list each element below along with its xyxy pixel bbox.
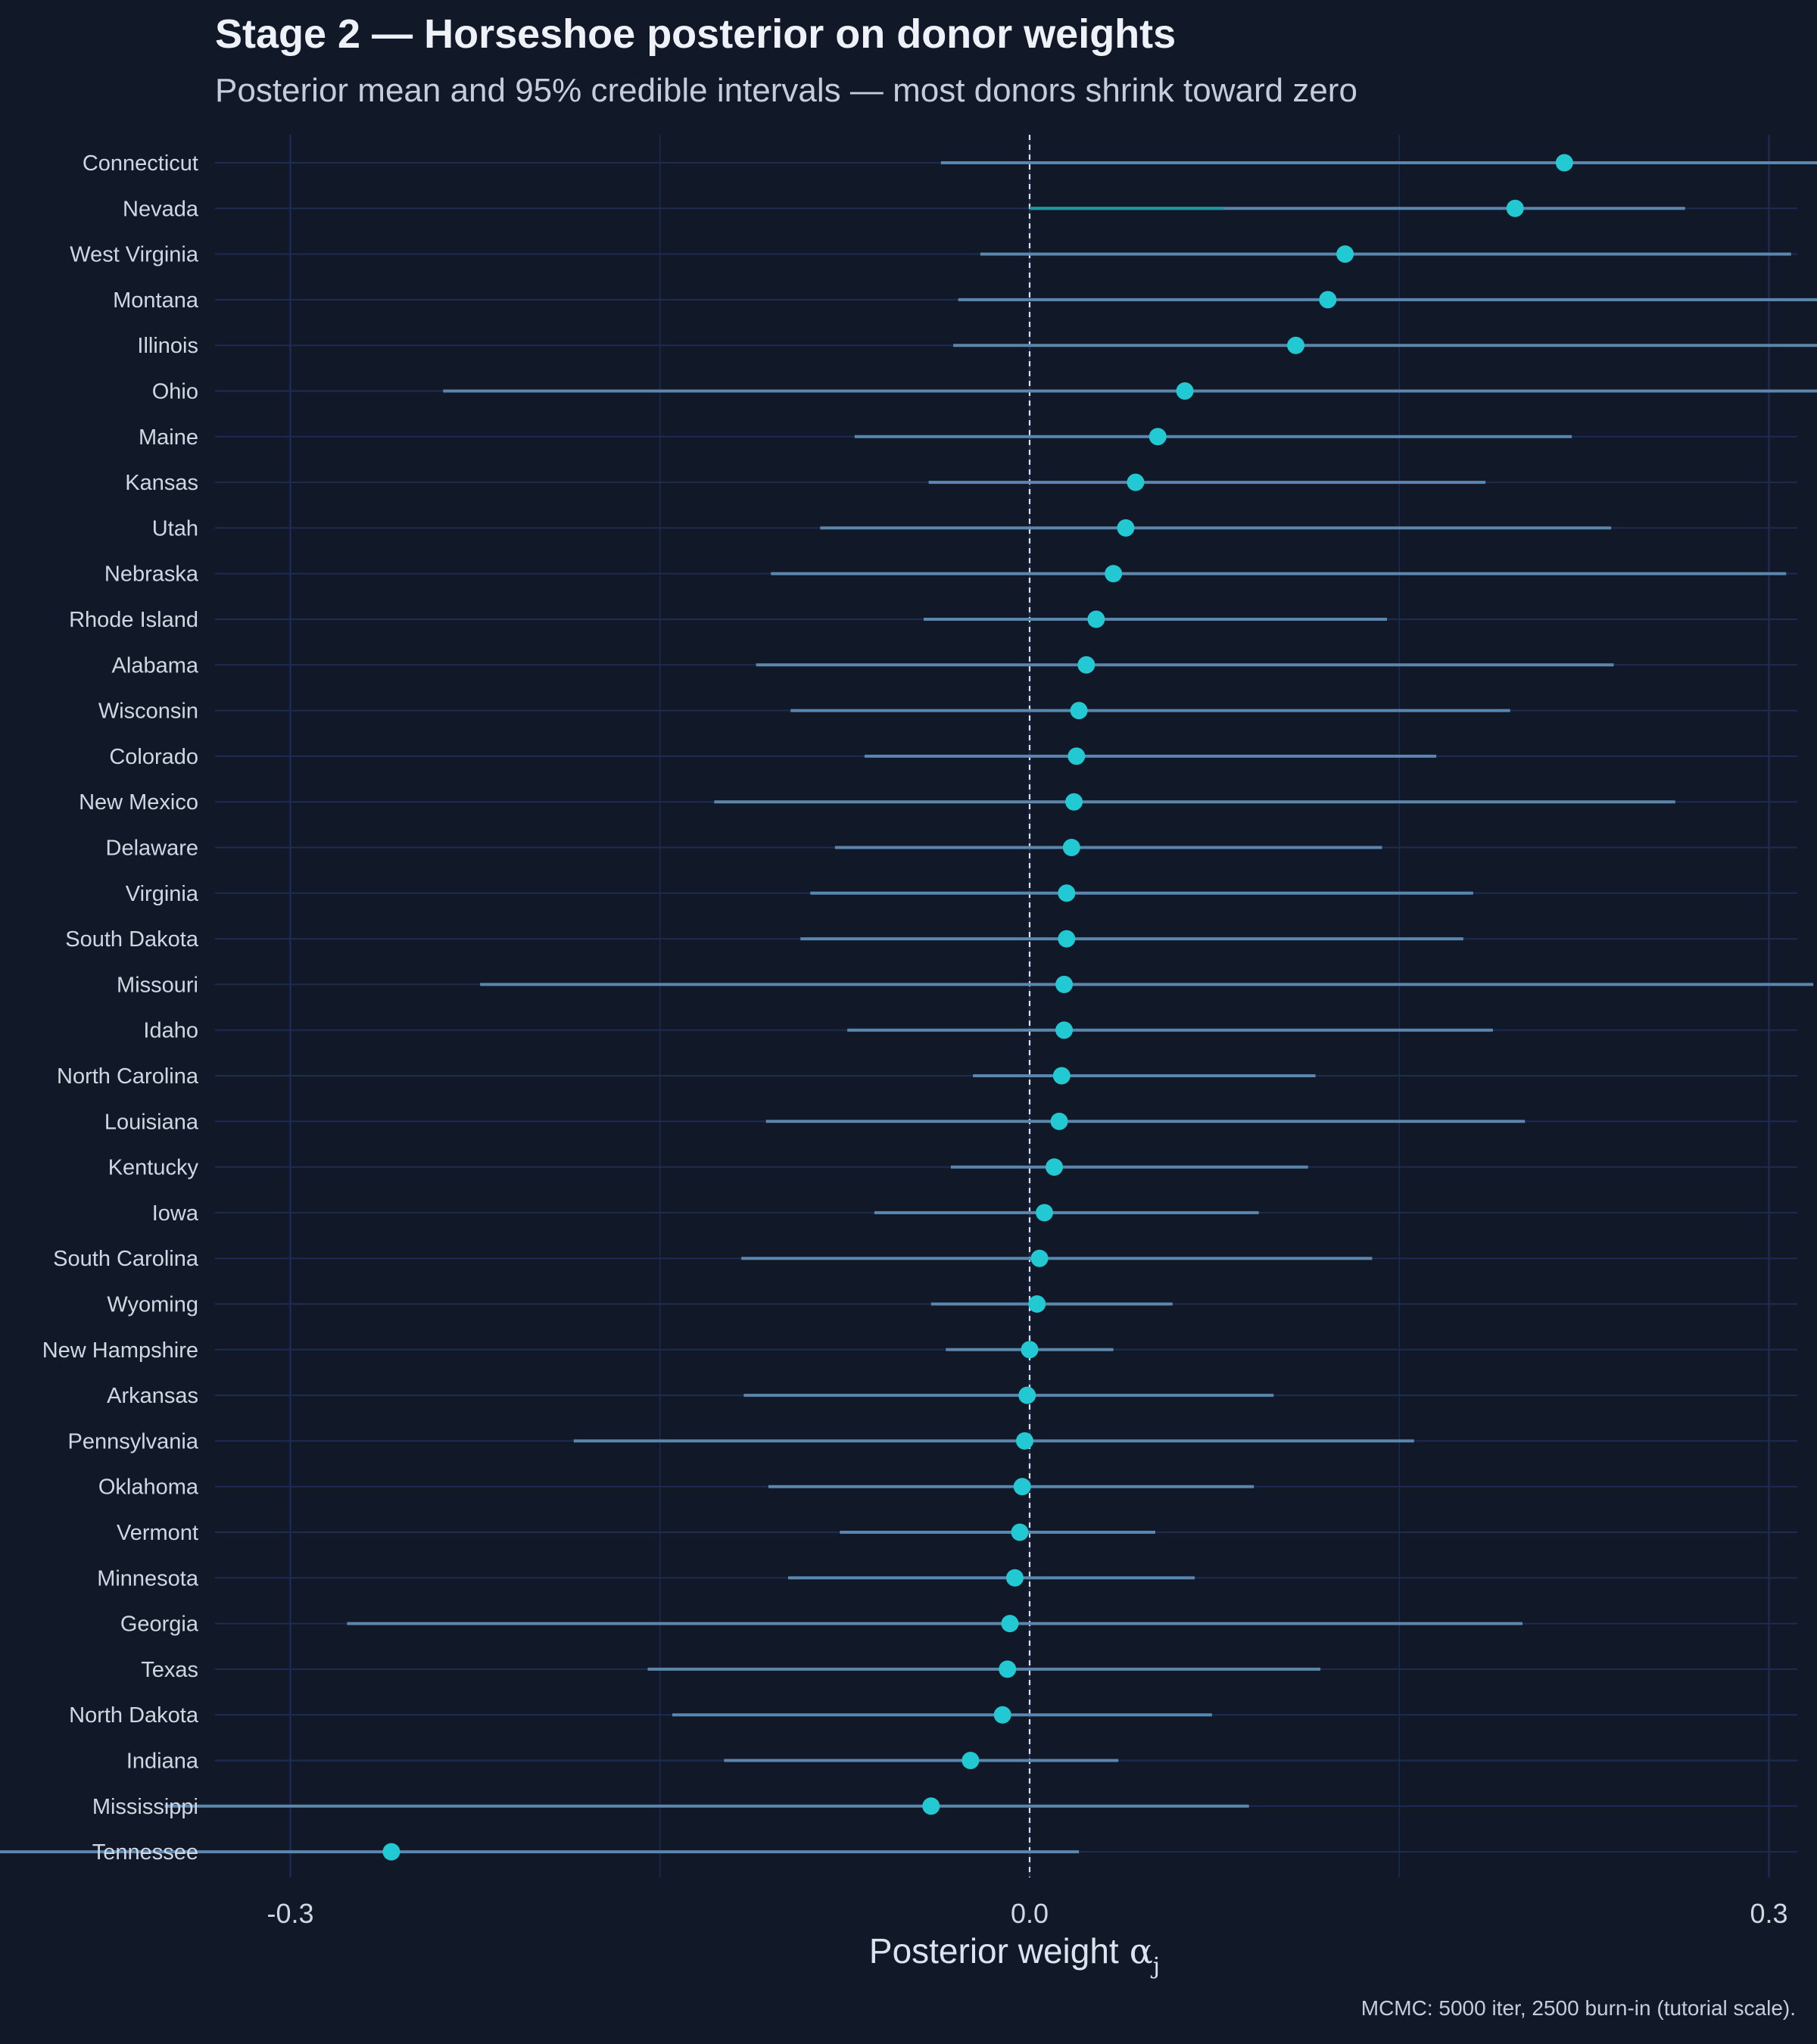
y-tick-label: Vermont [117, 1521, 198, 1545]
y-tick-label: Wyoming [107, 1293, 198, 1317]
y-tick-label: Illinois [137, 334, 198, 358]
y-tick-label: North Carolina [57, 1064, 199, 1089]
y-tick-label: Montana [113, 288, 199, 313]
chart-title: Stage 2 — Horseshoe posterior on donor w… [215, 11, 1177, 57]
x-tick-label: 0.3 [1750, 1898, 1787, 1929]
y-tick-label: South Dakota [65, 927, 199, 952]
x-axis-label: Posterior weight αj [869, 1930, 1160, 1980]
grid-layer [215, 135, 1797, 1877]
posterior-mean-point [1036, 1204, 1054, 1222]
posterior-mean-point [1105, 565, 1123, 583]
posterior-mean-point [1127, 473, 1145, 491]
y-tick-label: New Hampshire [42, 1338, 198, 1363]
posterior-mean-point [1065, 793, 1083, 811]
posterior-mean-point [1028, 1295, 1046, 1313]
y-tick-label: Mississippi [92, 1795, 198, 1819]
y-tick-label: Rhode Island [69, 608, 198, 632]
posterior-mean-point [1018, 1386, 1036, 1404]
posterior-mean-point [382, 1843, 400, 1861]
chart-subtitle: Posterior mean and 95% credible interval… [215, 72, 1357, 109]
posterior-mean-point [1015, 1432, 1033, 1450]
x-axis-ticks: -0.6-0.30.00.30.6 [266, 1898, 1787, 1929]
posterior-mean-point [1319, 291, 1337, 309]
posterior-mean-point [999, 1660, 1017, 1678]
posterior-means [382, 154, 1573, 1861]
posterior-mean-point [922, 1797, 940, 1815]
y-tick-label: Connecticut [83, 151, 198, 176]
posterior-mean-point [1058, 884, 1076, 902]
posterior-mean-point [993, 1706, 1011, 1724]
y-tick-label: Delaware [106, 837, 199, 861]
y-tick-label: Texas [141, 1658, 198, 1682]
credible-intervals [0, 161, 1817, 1854]
y-tick-label: Utah [152, 516, 198, 541]
posterior-mean-point [1287, 336, 1305, 354]
y-tick-label: Minnesota [97, 1566, 199, 1591]
posterior-mean-point [1067, 747, 1086, 765]
y-tick-label: West Virginia [70, 243, 199, 267]
x-tick-label: 0.0 [1011, 1898, 1049, 1929]
x-tick-label: -0.3 [266, 1898, 313, 1929]
posterior-mean-point [1013, 1478, 1031, 1496]
y-tick-label: Iowa [152, 1201, 199, 1226]
y-tick-label: Georgia [120, 1612, 199, 1637]
posterior-mean-point [1087, 610, 1105, 628]
x-axis-label-text: Posterior weight [869, 1931, 1119, 1971]
y-tick-label: Maine [139, 425, 198, 450]
y-tick-label: Wisconsin [98, 700, 198, 724]
chart-caption: MCMC: 5000 iter, 2500 burn-in (tutorial … [1360, 1996, 1796, 2020]
posterior-mean-point [1058, 930, 1076, 948]
posterior-mean-point [1077, 656, 1095, 674]
posterior-mean-point [1176, 382, 1194, 400]
y-tick-label: Nevada [123, 197, 199, 221]
y-tick-label: New Mexico [79, 790, 198, 815]
posterior-mean-point [1062, 839, 1080, 856]
posterior-mean-point [1030, 1249, 1049, 1267]
y-tick-label: Ohio [152, 380, 198, 404]
posterior-mean-point [1117, 519, 1135, 537]
posterior-mean-point [1005, 1569, 1024, 1587]
posterior-mean-point [1555, 154, 1573, 172]
posterior-mean-point [1336, 245, 1354, 263]
y-tick-label: Pennsylvania [68, 1429, 199, 1454]
posterior-mean-point [1070, 702, 1088, 720]
y-tick-label: North Dakota [69, 1703, 199, 1728]
y-tick-label: Missouri [117, 973, 198, 997]
posterior-mean-point [1148, 428, 1167, 446]
y-tick-label: Alabama [112, 653, 199, 678]
y-tick-label: Arkansas [107, 1384, 198, 1408]
posterior-mean-point [1011, 1523, 1029, 1541]
y-axis-labels: Connecticut Nevada West Virginia Montana Ill… [42, 151, 199, 1865]
y-tick-label: Louisiana [104, 1110, 199, 1134]
posterior-mean-point [1506, 199, 1524, 217]
y-tick-label: Oklahoma [98, 1475, 199, 1500]
posterior-mean-point [1052, 1067, 1071, 1085]
posterior-mean-point [1001, 1615, 1019, 1633]
y-tick-label: Kentucky [108, 1156, 199, 1180]
posterior-mean-point [1055, 1021, 1074, 1039]
posterior-mean-point [1046, 1158, 1064, 1176]
y-tick-label: Tennessee [92, 1840, 198, 1865]
y-tick-label: Nebraska [104, 562, 199, 587]
y-tick-label: South Carolina [53, 1247, 199, 1271]
y-tick-label: Kansas [125, 471, 198, 495]
posterior-mean-point [1021, 1341, 1039, 1359]
posterior-mean-point [1050, 1112, 1068, 1130]
y-tick-label: Colorado [109, 745, 198, 769]
y-tick-label: Idaho [143, 1019, 198, 1043]
y-tick-label: Indiana [126, 1750, 199, 1774]
posterior-mean-point [961, 1752, 980, 1769]
y-tick-label: Virginia [126, 882, 199, 906]
posterior-mean-point [1055, 975, 1074, 993]
